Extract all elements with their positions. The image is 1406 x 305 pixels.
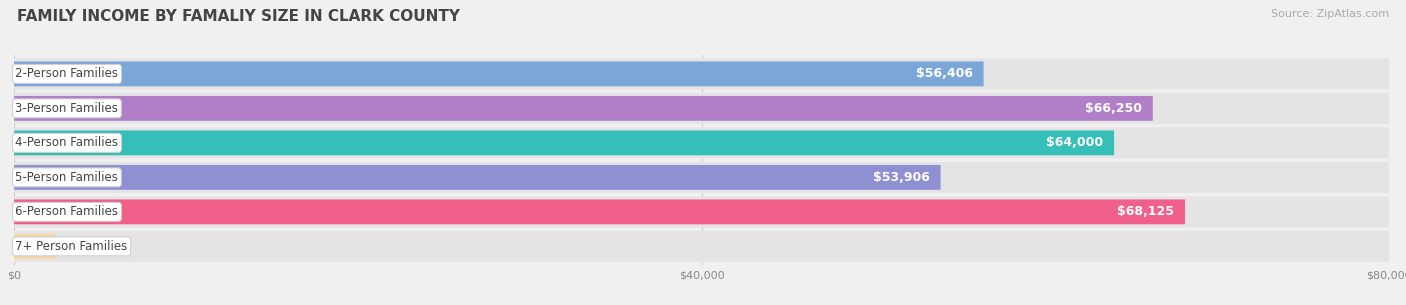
Text: $56,406: $56,406 (915, 67, 973, 81)
Text: 3-Person Families: 3-Person Families (15, 102, 118, 115)
FancyBboxPatch shape (14, 131, 1114, 155)
FancyBboxPatch shape (14, 61, 984, 86)
FancyBboxPatch shape (14, 58, 1389, 89)
FancyBboxPatch shape (14, 96, 1153, 121)
FancyBboxPatch shape (14, 93, 1389, 124)
FancyBboxPatch shape (14, 162, 1389, 193)
FancyBboxPatch shape (14, 234, 55, 259)
Text: 2-Person Families: 2-Person Families (15, 67, 118, 81)
FancyBboxPatch shape (14, 127, 1389, 158)
FancyBboxPatch shape (14, 231, 1389, 262)
Text: $53,906: $53,906 (873, 171, 929, 184)
Text: $68,125: $68,125 (1116, 205, 1174, 218)
FancyBboxPatch shape (14, 196, 1389, 228)
Text: $64,000: $64,000 (1046, 136, 1104, 149)
FancyBboxPatch shape (14, 165, 941, 190)
Text: 6-Person Families: 6-Person Families (15, 205, 118, 218)
Text: 4-Person Families: 4-Person Families (15, 136, 118, 149)
Text: 5-Person Families: 5-Person Families (15, 171, 118, 184)
Text: $66,250: $66,250 (1085, 102, 1142, 115)
Text: Source: ZipAtlas.com: Source: ZipAtlas.com (1271, 9, 1389, 19)
FancyBboxPatch shape (14, 199, 1185, 224)
Text: FAMILY INCOME BY FAMALIY SIZE IN CLARK COUNTY: FAMILY INCOME BY FAMALIY SIZE IN CLARK C… (17, 9, 460, 24)
Text: 7+ Person Families: 7+ Person Families (15, 240, 128, 253)
Text: $0: $0 (69, 240, 87, 253)
